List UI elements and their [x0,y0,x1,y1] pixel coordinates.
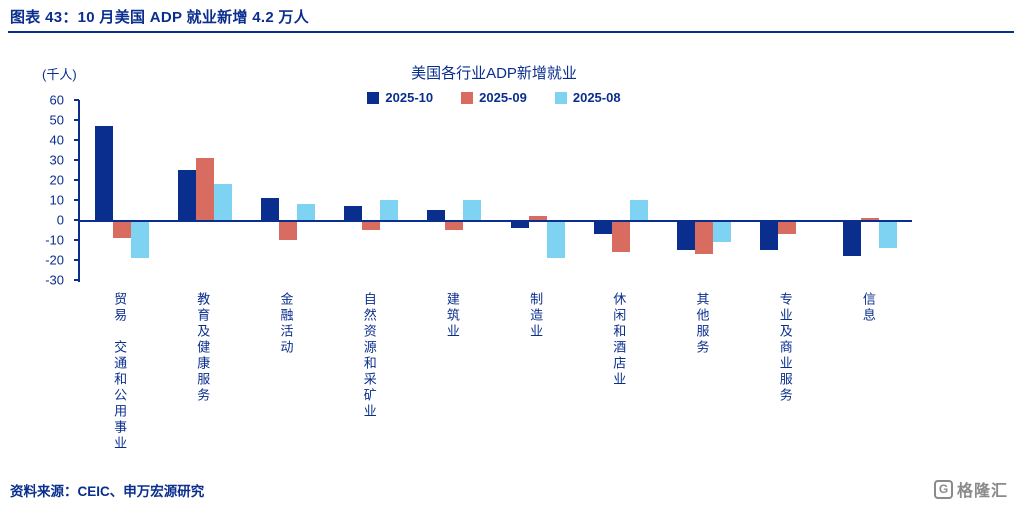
bar-2025-09-category-0 [112,222,131,238]
bar-2025-08-category-1 [213,184,232,220]
bar-2025-10-category-9 [843,222,862,256]
x-axis-category-text: 贸易 交通和公用事业 [112,292,128,452]
y-tick-mark [74,279,79,281]
x-axis-category-text: 专业及商业服务 [777,292,793,404]
bar-2025-09-category-5 [528,216,547,220]
header-divider [8,31,1014,33]
y-tick-label: -30 [45,272,64,288]
y-tick-mark [74,119,79,121]
bar-2025-10-category-0 [94,126,113,220]
bar-2025-10-category-4 [427,210,446,220]
bar-2025-08-category-6 [629,200,648,220]
bar-2025-08-category-7 [713,222,731,242]
y-tick-label: 50 [49,112,64,128]
x-axis-category-label: 信息 [827,292,910,464]
page-title: 图表 43：10 月美国 ADP 就业新增 4.2 万人 [10,9,310,26]
legend-item: 2025-08 [554,90,621,105]
logo-icon: G [933,479,953,499]
bar-2025-09-category-1 [195,158,214,220]
y-tick-label: 10 [49,192,64,208]
x-axis-line [80,220,912,222]
chart-title: 美国各行业ADP新增就业 [411,65,577,82]
bar-2025-09-category-7 [695,222,713,254]
y-tick-label: 30 [49,152,64,168]
bar-2025-10-category-6 [593,222,612,234]
bar-2025-10-category-7 [677,222,695,250]
bar-2025-09-category-6 [611,222,630,252]
y-tick-mark [74,139,79,141]
x-axis-category-label: 制造业 [494,292,577,464]
x-axis-category-text: 自然资源和采矿业 [361,292,377,420]
x-axis-category-label: 休闲和酒店业 [577,292,660,464]
x-axis-category-text: 其他服务 [694,292,710,356]
y-tick-mark [74,219,79,221]
legend-item: 2025-10 [367,90,433,105]
legend-label: 2025-08 [572,90,621,105]
bar-2025-08-category-4 [463,200,482,220]
y-tick-label: -10 [45,232,64,248]
logo-text: 格隆汇 [956,483,1008,500]
x-axis-category-text: 信息 [860,292,876,324]
y-tick-mark [74,159,79,161]
x-axis-category-label: 专业及商业服务 [744,292,827,464]
legend-item: 2025-09 [461,90,527,105]
x-axis-category-text: 制造业 [528,292,544,340]
legend-label: 2025-10 [385,90,434,105]
y-tick-label: -20 [45,252,64,268]
y-tick-label: 40 [49,132,64,148]
x-axis-category-label: 贸易 交通和公用事业 [78,292,161,464]
legend-label: 2025-09 [479,90,527,105]
x-axis-labels: 贸易 交通和公用事业 教育及健康服务 金融活动 自然资源和采矿业 建筑业 制造业 休闲和酒店… [78,292,910,464]
y-axis-labels: 60 50 40 30 20 10 0 -10 -20 -30 [26,93,74,288]
bar-2025-09-category-3 [362,222,381,230]
legend-swatch [461,91,474,104]
bar-2025-10-category-5 [510,222,529,228]
x-axis-category-text: 金融活动 [278,292,294,356]
y-tick-mark [74,99,79,101]
y-tick-mark [74,239,79,241]
x-axis-category-label: 建筑业 [411,292,494,464]
y-tick-label: 20 [49,172,64,188]
legend: 2025-10 2025-09 2025-08 [78,90,910,105]
bar-2025-08-category-5 [546,222,565,258]
bar-2025-08-category-3 [380,200,399,220]
plot-area [74,99,912,282]
x-axis-category-label: 自然资源和采矿业 [328,292,411,464]
y-tick-mark [74,199,79,201]
bar-2025-10-category-2 [261,198,279,220]
source-note: 资料来源：CEIC、申万宏源研究 [10,484,205,499]
bar-2025-09-category-2 [279,222,297,240]
y-tick-label: 0 [56,212,64,228]
bar-2025-09-category-8 [778,222,797,234]
legend-swatch [367,91,380,104]
bar-2025-09-category-4 [445,222,464,230]
gelonghui-logo: G 格隆汇 [933,477,1008,501]
bar-2025-10-category-1 [177,170,196,220]
x-axis-category-label: 教育及健康服务 [161,292,244,464]
bar-2025-10-category-3 [344,206,363,220]
y-tick-label: 60 [49,92,64,108]
bar-2025-08-category-0 [130,222,149,258]
bar-2025-08-category-2 [297,204,315,220]
x-axis-category-label: 金融活动 [244,292,327,464]
bar-2025-08-category-9 [879,222,898,248]
y-tick-mark [74,179,79,181]
bar-2025-09-category-9 [861,218,880,220]
x-axis-category-text: 休闲和酒店业 [611,292,627,388]
x-axis-category-text: 教育及健康服务 [195,292,211,404]
x-axis-category-text: 建筑业 [444,292,460,340]
y-axis-unit-label: (千人) [42,67,77,82]
bar-2025-10-category-8 [760,222,779,250]
x-axis-category-label: 其他服务 [660,292,743,464]
legend-swatch [554,91,567,104]
y-tick-mark [74,259,79,261]
